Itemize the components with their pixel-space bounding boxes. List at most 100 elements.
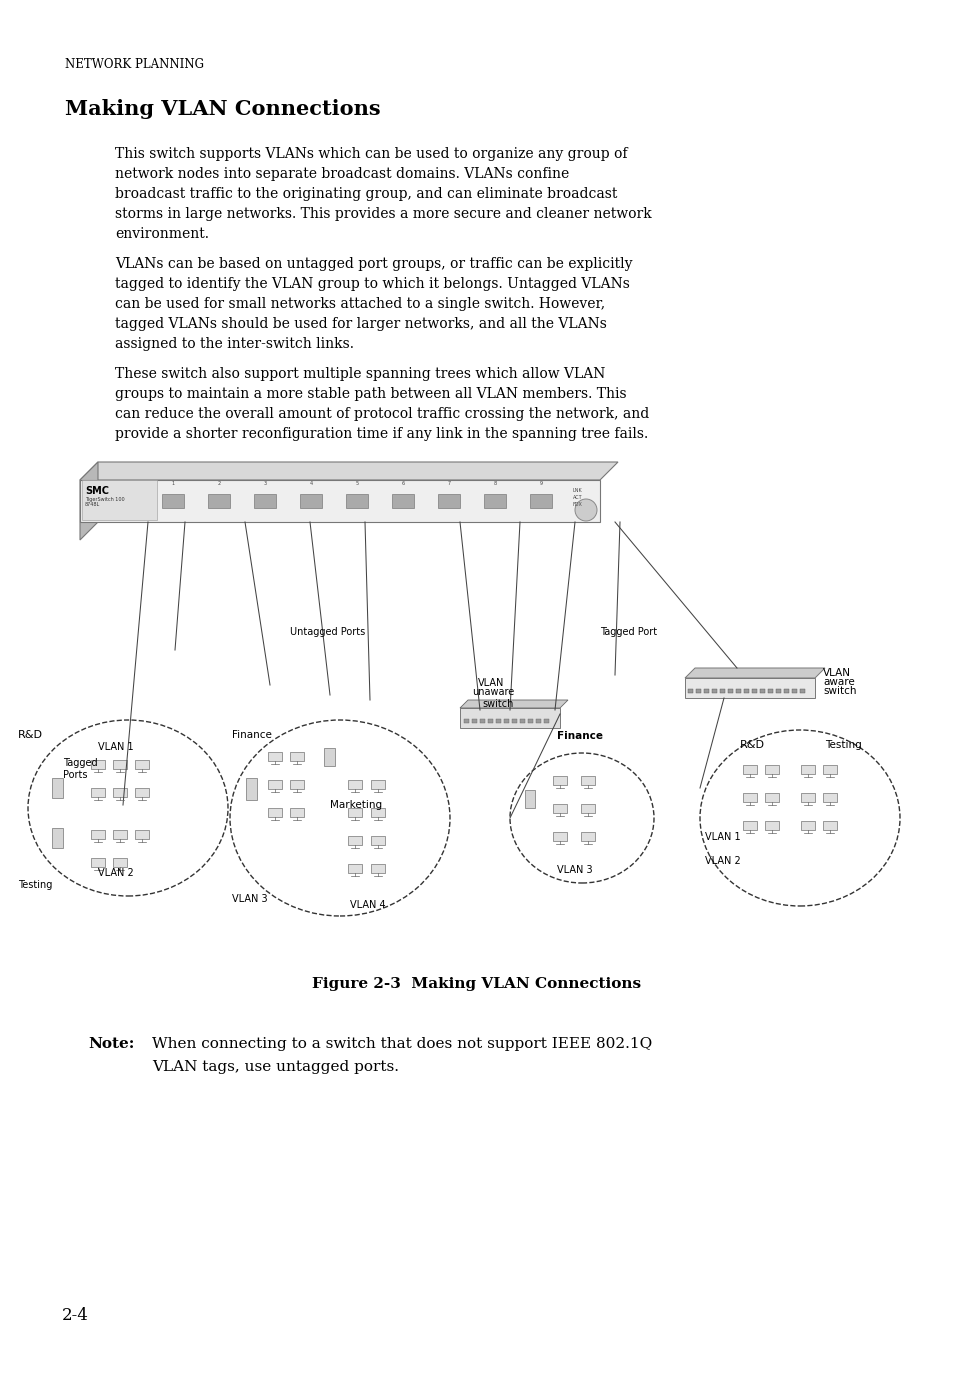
Bar [162,494,184,508]
Text: VLAN 2: VLAN 2 [704,856,740,866]
Bar [760,688,764,693]
Text: ACT: ACT [573,496,582,500]
Bar [91,761,105,769]
Text: Tagged Port: Tagged Port [599,627,657,637]
Bar [135,788,149,797]
Bar [135,761,149,769]
Text: R&D: R&D [740,740,764,750]
Bar [711,688,717,693]
Bar [553,804,566,813]
Bar [82,480,157,520]
Bar [112,858,127,868]
Text: LNK: LNK [573,489,582,493]
Text: VLANs can be based on untagged port groups, or traffic can be explicitly: VLANs can be based on untagged port grou… [115,257,632,271]
Bar [801,765,814,775]
Text: provide a shorter reconfiguration time if any link in the spanning tree fails.: provide a shorter reconfiguration time i… [115,428,648,441]
Bar [727,688,732,693]
Ellipse shape [510,754,654,883]
Bar [687,688,692,693]
Text: 5: 5 [355,482,358,486]
Bar [463,719,469,723]
Text: tagged VLANs should be used for larger networks, and all the VLANs: tagged VLANs should be used for larger n… [115,316,606,330]
Text: can reduce the overall amount of protocol traffic crossing the network, and: can reduce the overall amount of protoco… [115,407,649,421]
Text: SMC: SMC [85,486,109,496]
Text: can be used for small networks attached to a single switch. However,: can be used for small networks attached … [115,297,604,311]
Text: VLAN 1: VLAN 1 [704,831,740,843]
Bar [580,833,595,841]
Text: VLAN: VLAN [477,677,504,688]
Ellipse shape [28,720,228,897]
Bar [519,719,524,723]
Bar [324,748,335,766]
Polygon shape [684,677,814,698]
Text: aware: aware [822,677,854,687]
Text: 9: 9 [539,482,542,486]
Text: 4: 4 [309,482,313,486]
Bar [801,793,814,802]
Bar [767,688,772,693]
Bar [290,752,304,761]
Bar [348,865,361,873]
Text: Untagged Ports: Untagged Ports [290,627,365,637]
Bar [437,494,459,508]
Text: TigerSwitch 100: TigerSwitch 100 [85,497,125,502]
Bar [268,780,282,788]
Polygon shape [80,480,599,522]
Text: switch: switch [822,686,856,695]
Bar [52,779,64,798]
Bar [483,494,505,508]
Text: broadcast traffic to the originating group, and can eliminate broadcast: broadcast traffic to the originating gro… [115,187,617,201]
Bar [91,858,105,868]
Text: FDX: FDX [573,502,582,507]
Text: Marketing: Marketing [330,799,382,811]
Bar [527,719,533,723]
Bar [742,765,757,775]
Bar [112,788,127,797]
Bar [246,779,257,799]
Text: VLAN 2: VLAN 2 [98,868,133,879]
Bar [720,688,724,693]
Bar [553,833,566,841]
Bar [822,793,836,802]
Text: Finance: Finance [557,731,602,741]
Text: Tagged
Ports: Tagged Ports [63,758,97,780]
Bar [91,830,105,838]
Text: When connecting to a switch that does not support IEEE 802.1Q: When connecting to a switch that does no… [152,1037,652,1051]
Text: Making VLAN Connections: Making VLAN Connections [65,99,380,119]
Bar [472,719,476,723]
Bar [91,788,105,797]
Bar [112,830,127,838]
Text: Note:: Note: [88,1037,134,1051]
Bar [268,808,282,818]
Bar [512,719,517,723]
Text: R&D: R&D [18,730,43,740]
Polygon shape [684,668,824,677]
Text: VLAN: VLAN [822,668,850,677]
Text: VLAN 3: VLAN 3 [557,865,592,874]
Bar [348,836,361,845]
Text: Testing: Testing [18,880,52,890]
Bar [800,688,804,693]
Text: 2-4: 2-4 [62,1307,89,1324]
Bar [742,793,757,802]
Text: 8: 8 [493,482,497,486]
Bar [751,688,757,693]
Bar [735,688,740,693]
Bar [348,780,361,788]
Bar [479,719,484,723]
Text: 8748L: 8748L [85,502,100,507]
Bar [348,808,361,818]
Bar [764,822,779,830]
Bar [822,822,836,830]
Bar [580,776,595,786]
Bar [742,822,757,830]
Polygon shape [459,700,567,708]
Bar [208,494,230,508]
Bar [112,761,127,769]
Text: groups to maintain a more stable path between all VLAN members. This: groups to maintain a more stable path be… [115,387,626,401]
Text: VLAN 3: VLAN 3 [232,894,268,904]
Bar [764,765,779,775]
Bar [530,494,552,508]
Text: storms in large networks. This provides a more secure and cleaner network: storms in large networks. This provides … [115,207,651,221]
Bar [503,719,509,723]
